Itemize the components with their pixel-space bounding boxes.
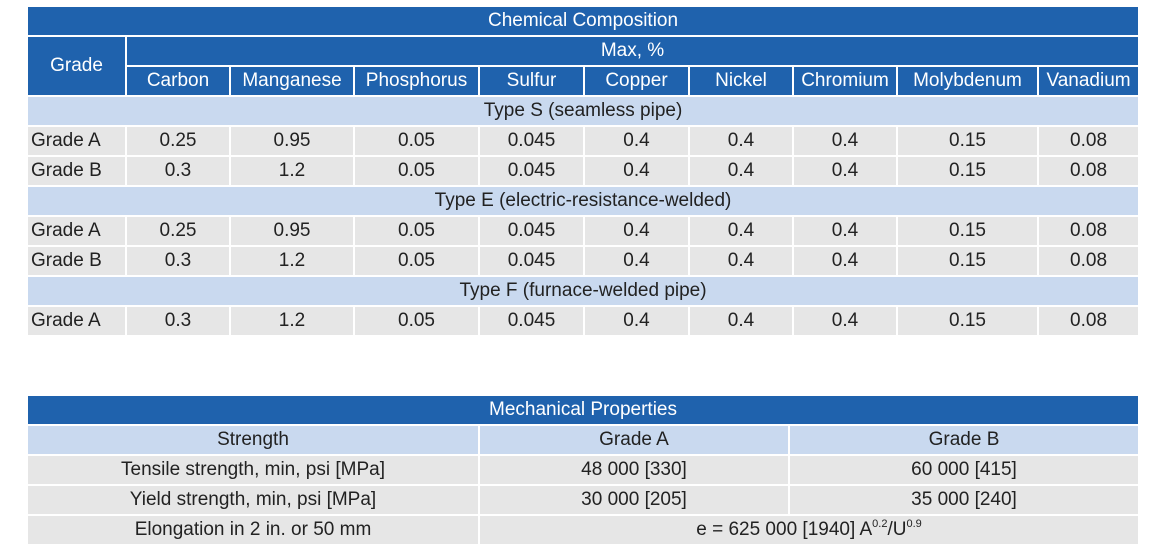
grade-b-header: Grade B [788, 424, 1140, 456]
column-header: Sulfur [478, 65, 585, 97]
table-row: Grade B 0.3 1.2 0.05 0.045 0.4 0.4 0.4 0.15 0.08 [26, 155, 1141, 187]
value-cell: 0.4 [792, 155, 898, 187]
value-cell: 0.25 [125, 215, 231, 247]
value-cell: 0.05 [353, 215, 480, 247]
value-cell: 0.3 [125, 305, 231, 337]
value-cell: 1.2 [229, 245, 355, 277]
grade-cell: Grade B [26, 155, 127, 187]
value-cell: 0.045 [478, 215, 585, 247]
value-cell: 0.4 [688, 305, 794, 337]
value-cell: 0.045 [478, 305, 585, 337]
table-row: Yield strength, min, psi [MPa] 30 000 [2… [26, 484, 1140, 516]
table-row: Tensile strength, min, psi [MPa] 48 000 … [26, 454, 1140, 486]
value-cell: 0.08 [1036, 305, 1141, 337]
elongation-label: Elongation in 2 in. or 50 mm [26, 514, 480, 546]
value-cell: 0.15 [896, 125, 1039, 157]
value-cell: 0.25 [125, 125, 231, 157]
value-cell: 0.4 [688, 125, 794, 157]
tensile-grade-b: 60 000 [415] [788, 454, 1140, 486]
value-cell: 0.4 [688, 155, 794, 187]
table-row: Grade B 0.3 1.2 0.05 0.045 0.4 0.4 0.4 0.15 0.08 [26, 245, 1141, 277]
grade-header: Grade [26, 35, 127, 97]
value-cell: 0.05 [353, 305, 480, 337]
mechanical-properties-title: Mechanical Properties [26, 394, 1140, 426]
formula-base: e = 625 000 [1940] A [696, 519, 873, 540]
value-cell: 0.08 [1036, 125, 1141, 157]
elongation-formula: e = 625 000 [1940] A0.2/U0.9 [478, 514, 1140, 546]
value-cell: 0.4 [792, 245, 898, 277]
value-cell: 0.05 [353, 125, 480, 157]
mechanical-properties-table: Mechanical Properties Strength Grade A G… [26, 394, 1140, 546]
value-cell: 0.045 [478, 125, 585, 157]
value-cell: 0.15 [896, 155, 1039, 187]
column-header: Manganese [229, 65, 355, 97]
value-cell: 0.3 [125, 245, 231, 277]
tensile-grade-a: 48 000 [330] [478, 454, 790, 486]
table-row: Elongation in 2 in. or 50 mm e = 625 000… [26, 514, 1140, 546]
value-cell: 0.4 [792, 305, 898, 337]
column-header: Chromium [792, 65, 898, 97]
grade-cell: Grade A [26, 125, 127, 157]
strength-header: Strength [26, 424, 480, 456]
value-cell: 0.08 [1036, 155, 1141, 187]
column-header: Copper [583, 65, 690, 97]
column-header: Vanadium [1036, 65, 1141, 97]
grade-cell: Grade B [26, 245, 127, 277]
value-cell: 0.15 [896, 245, 1039, 277]
value-cell: 0.05 [353, 245, 480, 277]
value-cell: 0.4 [583, 125, 690, 157]
value-cell: 0.05 [353, 155, 480, 187]
value-cell: 0.4 [583, 215, 690, 247]
value-cell: 0.95 [229, 215, 355, 247]
exponent-u: 0.9 [906, 518, 922, 530]
column-header: Carbon [125, 65, 231, 97]
value-cell: 0.15 [896, 305, 1039, 337]
value-cell: 0.95 [229, 125, 355, 157]
section-label: Type S (seamless pipe) [25, 95, 1141, 127]
value-cell: 0.15 [896, 215, 1039, 247]
exponent-a: 0.2 [872, 518, 888, 530]
column-header: Molybdenum [896, 65, 1039, 97]
value-cell: 0.4 [583, 305, 690, 337]
value-cell: 1.2 [229, 155, 355, 187]
grade-cell: Grade A [26, 215, 127, 247]
column-header: Phosphorus [353, 65, 480, 97]
section-label: Type F (furnace-welded pipe) [25, 275, 1141, 307]
value-cell: 0.4 [792, 125, 898, 157]
value-cell: 0.4 [583, 155, 690, 187]
table-row: Grade A 0.25 0.95 0.05 0.045 0.4 0.4 0.4 0.15 0.0… [26, 215, 1141, 247]
yield-grade-b: 35 000 [240] [788, 484, 1140, 516]
value-cell: 0.4 [583, 245, 690, 277]
value-cell: 0.3 [125, 155, 231, 187]
table-row: Grade A 0.25 0.95 0.05 0.045 0.4 0.4 0.4 0.15 0.0… [26, 125, 1141, 157]
formula-divider: /U [887, 519, 907, 540]
table-row: Grade A 0.3 1.2 0.05 0.045 0.4 0.4 0.4 0.15 0.08 [26, 305, 1141, 337]
chemical-composition-title: Chemical Composition [25, 5, 1141, 37]
tensile-strength-label: Tensile strength, min, psi [MPa] [26, 454, 480, 486]
value-cell: 1.2 [229, 305, 355, 337]
grade-a-header: Grade A [478, 424, 790, 456]
yield-grade-a: 30 000 [205] [478, 484, 790, 516]
yield-strength-label: Yield strength, min, psi [MPa] [26, 484, 480, 516]
chemical-composition-table: Chemical Composition Grade Max, % Carbon… [25, 5, 1141, 337]
value-cell: 0.045 [478, 155, 585, 187]
value-cell: 0.045 [478, 245, 585, 277]
grade-cell: Grade A [26, 305, 127, 337]
value-cell: 0.4 [688, 245, 794, 277]
section-label: Type E (electric-resistance-welded) [25, 185, 1141, 217]
max-percent-header: Max, % [124, 35, 1141, 67]
value-cell: 0.4 [792, 215, 898, 247]
column-header: Nickel [688, 65, 794, 97]
value-cell: 0.08 [1036, 215, 1141, 247]
value-cell: 0.4 [688, 215, 794, 247]
value-cell: 0.08 [1036, 245, 1141, 277]
